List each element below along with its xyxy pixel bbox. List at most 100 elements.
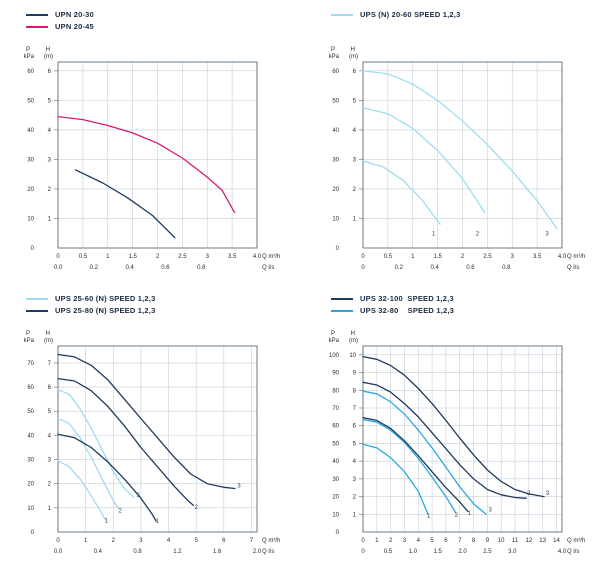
legend-item: UPS 32-100 SPEED 1,2,3 [331,294,602,303]
tick-label: 0.4 [94,549,103,555]
tick-label: 0 [361,265,365,271]
tick-label: P [26,331,30,337]
tick-label: 6 [48,385,52,391]
tick-label: 0.4 [125,265,134,271]
tick-label: 6 [353,69,357,75]
curve-upn-20-30 [74,169,176,239]
plot-border [362,345,563,533]
curve-32-100-speed-2 [362,381,527,499]
tick-label: 20 [27,187,34,193]
tick-label: 2 [527,491,531,497]
tick-label: 0.4 [430,265,439,271]
tick-label: 1.0 [409,549,418,555]
tick-label: 100 [329,353,340,359]
curve-25-60-speed-2 [57,417,120,510]
tick-label: 0.2 [395,265,404,271]
tick-label: 70 [332,406,339,412]
tick-label: 30 [27,157,34,163]
tick-label: 2 [112,538,116,544]
legend-swatch [331,309,353,312]
grid-lines [57,62,258,248]
tick-label: 2.0 [253,549,262,555]
chart-legend: UPS 25-60 (N) SPEED 1,2,3 UPS 25-80 (N) S… [12,294,297,328]
tick-label: 3 [139,538,143,544]
curve-25-80-speed-1 [57,433,157,522]
tick-label: 8 [353,388,357,394]
tick-label: 40 [27,433,34,439]
curve-32-80-speed-3 [362,390,487,515]
tick-label: 40 [332,459,339,465]
tick-label: 6 [353,424,357,430]
tick-label: 2.5 [483,254,492,260]
tick-label: 2 [353,495,357,501]
tick-label: 1 [411,254,415,260]
tick-label: 10 [332,216,339,222]
legend-swatch [26,297,48,300]
tick-label: 1 [84,538,88,544]
tick-label: 0.8 [133,549,142,555]
tick-label: 10 [498,538,505,544]
tick-label: 4 [167,538,171,544]
tick-label: (m) [44,338,53,344]
tick-label: 4 [353,459,357,465]
tick-label: 0.2 [90,265,99,271]
tick-label: 0.8 [502,265,511,271]
tick-label: 3 [545,232,549,238]
curve-25-80-speed-2 [57,377,195,507]
tick-label: 1.6 [213,549,222,555]
tick-label: 3 [488,508,492,514]
tick-label: 1 [432,232,436,238]
tick-label: 1.2 [173,549,182,555]
y-axis-labels: 0 10 20 30 40 50 60 70 80 90 100 1 2 3 4 5 6 7 8 9 10 [329,353,363,536]
tick-label: 0.5 [384,549,393,555]
tick-label: 0.6 [466,265,475,271]
legend-item: UPN 20-30 [26,10,297,19]
tick-label: Q l/s [567,265,579,271]
tick-label: 5 [48,409,52,415]
tick-label: 5 [48,98,52,104]
legend-item: UPN 20-45 [26,22,297,31]
pump-curve-chart: 010203040506070809010012345678910PkPaH(m… [329,331,586,555]
tick-label: 0 [361,538,365,544]
tick-label: 3 [48,458,52,464]
legend-item: UPS 25-60 (N) SPEED 1,2,3 [26,294,297,303]
tick-label: Q m³/h [567,538,585,544]
legend-label: UPS 32-80 SPEED 1,2,3 [360,306,455,315]
tick-label: 2 [195,505,199,511]
tick-label: P [26,47,30,53]
tick-label: 0.8 [197,265,206,271]
legend-swatch [331,297,353,300]
tick-label: 20 [27,482,34,488]
tick-label: 1.5 [128,254,137,260]
tick-label: 0.0 [54,265,63,271]
tick-label: 80 [332,388,339,394]
tick-label: 4 [48,433,52,439]
curves: 1 2 3 1 2 3 [57,353,241,525]
tick-label: 2 [156,254,160,260]
tick-label: 10 [349,353,356,359]
legend-swatch [331,13,353,16]
tick-label: 1 [468,511,472,517]
tick-label: 3.5 [228,254,237,260]
tick-label: 60 [332,424,339,430]
tick-label: 20 [332,495,339,501]
tick-label: 50 [27,98,34,104]
tick-label: 2 [353,187,357,193]
legend-item: UPS (N) 20-60 SPEED 1,2,3 [331,10,602,19]
tick-label: 3 [48,157,52,163]
tick-label: 5 [195,538,199,544]
tick-label: 11 [512,538,519,544]
tick-label: 0 [361,549,365,555]
tick-label: 0 [31,246,35,252]
curve-speed-3 [362,70,558,230]
tick-label: 4.0 [558,549,567,555]
tick-label: 0 [361,254,365,260]
curve-32-100-speed-3 [362,355,545,498]
tick-label: 5 [430,538,434,544]
curves: 1 2 1 3 2 3 [362,355,550,520]
grid-lines [362,346,562,532]
tick-label: 30 [332,157,339,163]
